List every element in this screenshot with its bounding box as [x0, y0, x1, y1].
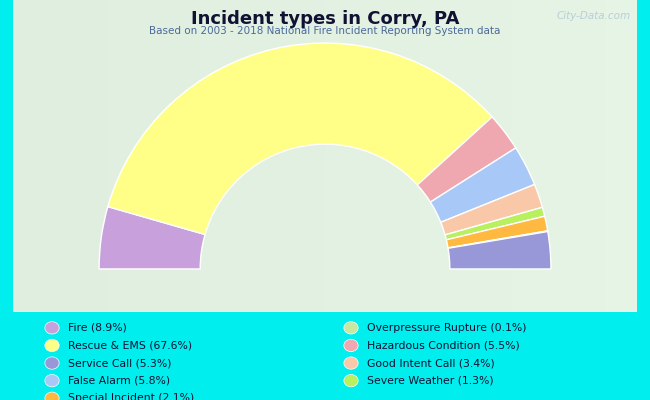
Bar — [169, 0, 200, 312]
Wedge shape — [445, 207, 545, 240]
Bar — [575, 0, 606, 312]
Bar — [231, 0, 263, 312]
Ellipse shape — [45, 392, 59, 400]
Ellipse shape — [45, 374, 59, 387]
Bar — [44, 0, 75, 312]
Text: Severe Weather (1.3%): Severe Weather (1.3%) — [367, 376, 494, 386]
Wedge shape — [417, 117, 515, 202]
Text: Incident types in Corry, PA: Incident types in Corry, PA — [191, 10, 459, 28]
Bar — [356, 0, 387, 312]
Text: Rescue & EMS (67.6%): Rescue & EMS (67.6%) — [68, 340, 192, 350]
Ellipse shape — [45, 339, 59, 352]
Bar — [512, 0, 543, 312]
Bar — [200, 0, 231, 312]
Text: False Alarm (5.8%): False Alarm (5.8%) — [68, 376, 170, 386]
Bar — [138, 0, 169, 312]
Text: Hazardous Condition (5.5%): Hazardous Condition (5.5%) — [367, 340, 520, 350]
Text: Based on 2003 - 2018 National Fire Incident Reporting System data: Based on 2003 - 2018 National Fire Incid… — [150, 26, 500, 36]
Bar — [263, 0, 294, 312]
Ellipse shape — [45, 322, 59, 334]
Wedge shape — [441, 184, 542, 235]
Bar — [450, 0, 481, 312]
Text: City-Data.com: City-Data.com — [556, 11, 630, 21]
Ellipse shape — [344, 357, 358, 369]
Wedge shape — [99, 207, 205, 269]
Wedge shape — [448, 231, 548, 248]
Bar — [107, 0, 138, 312]
Ellipse shape — [344, 322, 358, 334]
Text: Fire (8.9%): Fire (8.9%) — [68, 323, 127, 333]
Bar — [13, 0, 44, 312]
Wedge shape — [430, 148, 534, 222]
Bar — [419, 0, 450, 312]
Ellipse shape — [45, 357, 59, 369]
Bar — [294, 0, 325, 312]
Bar — [481, 0, 512, 312]
Bar — [387, 0, 419, 312]
Text: Good Intent Call (3.4%): Good Intent Call (3.4%) — [367, 358, 495, 368]
Bar — [606, 0, 637, 312]
Bar — [325, 0, 356, 312]
Wedge shape — [447, 216, 548, 248]
Text: Special Incident (2.1%): Special Incident (2.1%) — [68, 393, 194, 400]
Ellipse shape — [344, 339, 358, 352]
Ellipse shape — [344, 374, 358, 387]
Bar — [543, 0, 575, 312]
Wedge shape — [448, 232, 551, 269]
Text: Overpressure Rupture (0.1%): Overpressure Rupture (0.1%) — [367, 323, 526, 333]
Wedge shape — [108, 43, 492, 234]
Text: Service Call (5.3%): Service Call (5.3%) — [68, 358, 172, 368]
Bar — [75, 0, 107, 312]
